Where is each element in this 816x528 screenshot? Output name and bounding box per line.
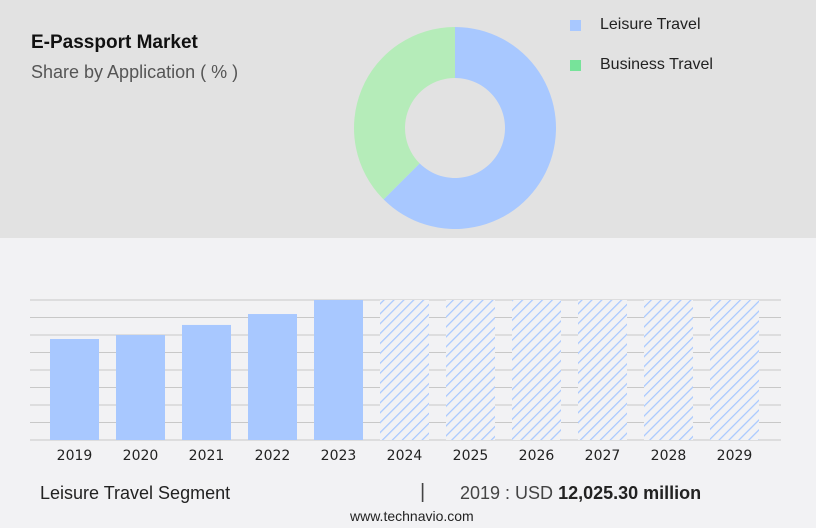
footer-segment: Leisure Travel Segment	[40, 483, 231, 503]
footer-separator: |	[420, 481, 426, 503]
page-subtitle: Share by Application ( % )	[31, 62, 239, 82]
legend-swatch-leisure	[570, 20, 581, 31]
page-title: E-Passport Market	[31, 32, 198, 53]
bar-2019	[50, 339, 99, 440]
x-tick-label: 2020	[123, 448, 159, 464]
x-tick-label: 2024	[387, 448, 423, 464]
footer-value-text: 2019 : USD 12,025.30 million	[460, 483, 701, 504]
x-tick-label: 2027	[585, 448, 621, 464]
bar-2021	[182, 324, 231, 440]
x-tick-label: 2029	[717, 448, 753, 464]
legend-label: Leisure Travel	[600, 16, 701, 33]
legend-label: Business Travel	[600, 56, 713, 73]
forecast-bar-2029	[710, 300, 759, 440]
x-tick-label: 2019	[57, 448, 93, 464]
donut-chart	[353, 27, 556, 229]
footer-url[interactable]: www.technavio.com	[350, 508, 474, 524]
x-tick-label: 2023	[321, 448, 357, 464]
bar-2023	[314, 300, 363, 440]
donut-slice-leisure-travel	[383, 27, 556, 229]
donut-slice-business-travel	[353, 27, 455, 200]
bar-2020	[116, 335, 165, 440]
legend-swatch-business	[570, 60, 581, 71]
x-tick-label: 2026	[519, 448, 555, 464]
forecast-bar-2026	[512, 300, 561, 440]
x-tick-label: 2021	[189, 448, 225, 464]
forecast-bar-2028	[644, 300, 693, 440]
forecast-bar-2025	[446, 300, 495, 440]
bar-2022	[248, 314, 297, 440]
bar-chart: 2019 2020 2021 2022 2023 2024 2025 2026 2027 2028…	[30, 299, 781, 464]
footer-value: 12,025.30 million	[558, 483, 702, 503]
forecast-bar-2027	[578, 300, 627, 440]
forecast-bar-2024	[380, 300, 429, 440]
x-tick-label: 2025	[453, 448, 489, 464]
footer-value-prefix: 2019 : USD	[460, 483, 554, 503]
x-tick-label: 2022	[255, 448, 291, 464]
x-tick-label: 2028	[651, 448, 687, 464]
